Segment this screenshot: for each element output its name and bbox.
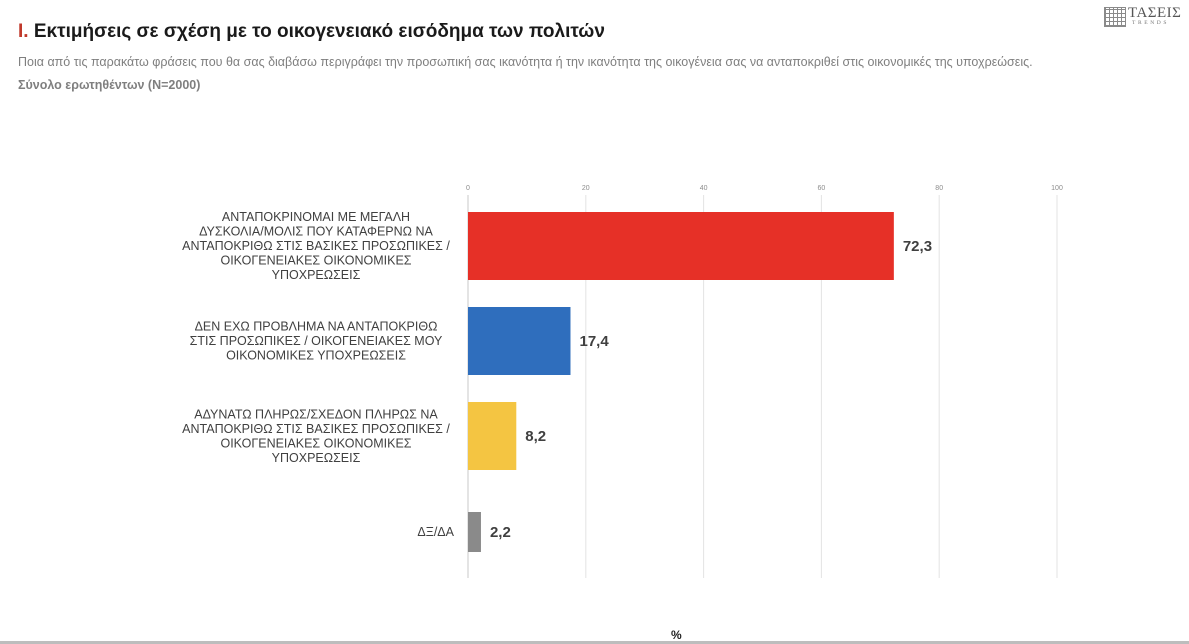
x-tick-20: 20 [582, 185, 590, 192]
category-line: ΔΕΝ ΕΧΩ ΠΡΟΒΛΗΜΑ ΝΑ ΑΝΤΑΠΟΚΡΙΘΩ [195, 320, 438, 334]
value-label-0: 72,3 [903, 238, 932, 255]
x-tick-labels: 0 20 40 60 80 100 [466, 185, 1063, 192]
logo-grid-icon [1104, 7, 1126, 27]
value-label-3: 2,2 [490, 524, 511, 541]
chart-subtitle: Ποια από τις παρακάτω φράσεις που θα σας… [18, 55, 1033, 69]
category-line: ΑΝΤΑΠΟΚΡΙΝΟΜΑΙ ΜΕ ΜΕΓΑΛΗ [222, 210, 410, 224]
chart-header: I. Εκτιμήσεις σε σχέση με το οικογενειακ… [0, 0, 1189, 110]
x-tick-0: 0 [466, 185, 470, 192]
x-tick-100: 100 [1051, 185, 1063, 192]
value-label-1: 17,4 [579, 333, 609, 350]
bars [468, 212, 894, 552]
category-line: ΔΞ/ΔΑ [417, 525, 454, 539]
bar-2 [468, 402, 517, 470]
x-tick-80: 80 [935, 185, 943, 192]
bottom-divider [0, 641, 1189, 644]
x-tick-60: 60 [818, 185, 826, 192]
bar-1 [468, 307, 571, 375]
title-text: Εκτιμήσεις σε σχέση με το οικογενειακό ε… [33, 21, 605, 42]
category-line: ΑΔΥΝΑΤΩ ΠΛΗΡΩΣ/ΣΧΕΔΟΝ ΠΛΗΡΩΣ ΝΑ [194, 407, 438, 421]
logo-subword: TRENDS [1132, 20, 1169, 26]
category-line: ΔΥΣΚΟΛΙΑ/ΜΟΛΙΣ ΠΟΥ ΚΑΤΑΦΕΡΝΩ ΝΑ [199, 225, 433, 239]
sample-base: Σύνολο ερωτηθέντων (N=2000) [18, 78, 201, 92]
brand-logo: ΤΑΣΕΙΣ TRENDS [1104, 5, 1186, 27]
category-label-3: ΔΞ/ΔΑ [417, 525, 454, 539]
logo-word: ΤΑΣΕΙΣ [1128, 5, 1182, 21]
chart-title: I. Εκτιμήσεις σε σχέση με το οικογενειακ… [18, 21, 605, 43]
category-labels: ΑΝΤΑΠΟΚΡΙΝΟΜΑΙ ΜΕ ΜΕΓΑΛΗ ΔΥΣΚΟΛΙΑ/ΜΟΛΙΣ Π… [182, 210, 454, 539]
x-axis-unit: % [671, 628, 682, 642]
title-number: I. [18, 21, 29, 42]
category-line: ΑΝΤΑΠΟΚΡΙΘΩ ΣΤΙΣ ΒΑΣΙΚΕΣ ΠΡΟΣΩΠΙΚΕΣ / [182, 422, 450, 436]
bar-0 [468, 212, 894, 280]
category-line: ΟΙΚΟΝΟΜΙΚΕΣ ΥΠΟΧΡΕΩΣΕΙΣ [226, 349, 406, 363]
category-label-1: ΔΕΝ ΕΧΩ ΠΡΟΒΛΗΜΑ ΝΑ ΑΝΤΑΠΟΚΡΙΘΩ ΣΤΙΣ ΠΡΟΣ… [190, 320, 443, 363]
category-label-2: ΑΔΥΝΑΤΩ ΠΛΗΡΩΣ/ΣΧΕΔΟΝ ΠΛΗΡΩΣ ΝΑ ΑΝΤΑΠΟΚΡΙ… [182, 407, 450, 465]
category-line: ΣΤΙΣ ΠΡΟΣΩΠΙΚΕΣ / ΟΙΚΟΓΕΝΕΙΑΚΕΣ ΜΟΥ [190, 334, 443, 348]
category-line: ΑΝΤΑΠΟΚΡΙΘΩ ΣΤΙΣ ΒΑΣΙΚΕΣ ΠΡΟΣΩΠΙΚΕΣ / [182, 239, 450, 253]
value-labels: 72,3 17,4 8,2 2,2 [490, 238, 932, 541]
category-line: ΥΠΟΧΡΕΩΣΕΙΣ [272, 451, 361, 465]
value-label-2: 8,2 [525, 428, 546, 445]
category-label-0: ΑΝΤΑΠΟΚΡΙΝΟΜΑΙ ΜΕ ΜΕΓΑΛΗ ΔΥΣΚΟΛΙΑ/ΜΟΛΙΣ Π… [182, 210, 450, 282]
category-line: ΟΙΚΟΓΕΝΕΙΑΚΕΣ ΟΙΚΟΝΟΜΙΚΕΣ [220, 254, 411, 268]
bar-3 [468, 512, 481, 552]
category-line: ΟΙΚΟΓΕΝΕΙΑΚΕΣ ΟΙΚΟΝΟΜΙΚΕΣ [220, 436, 411, 450]
x-tick-40: 40 [700, 185, 708, 192]
category-line: ΥΠΟΧΡΕΩΣΕΙΣ [272, 268, 361, 282]
